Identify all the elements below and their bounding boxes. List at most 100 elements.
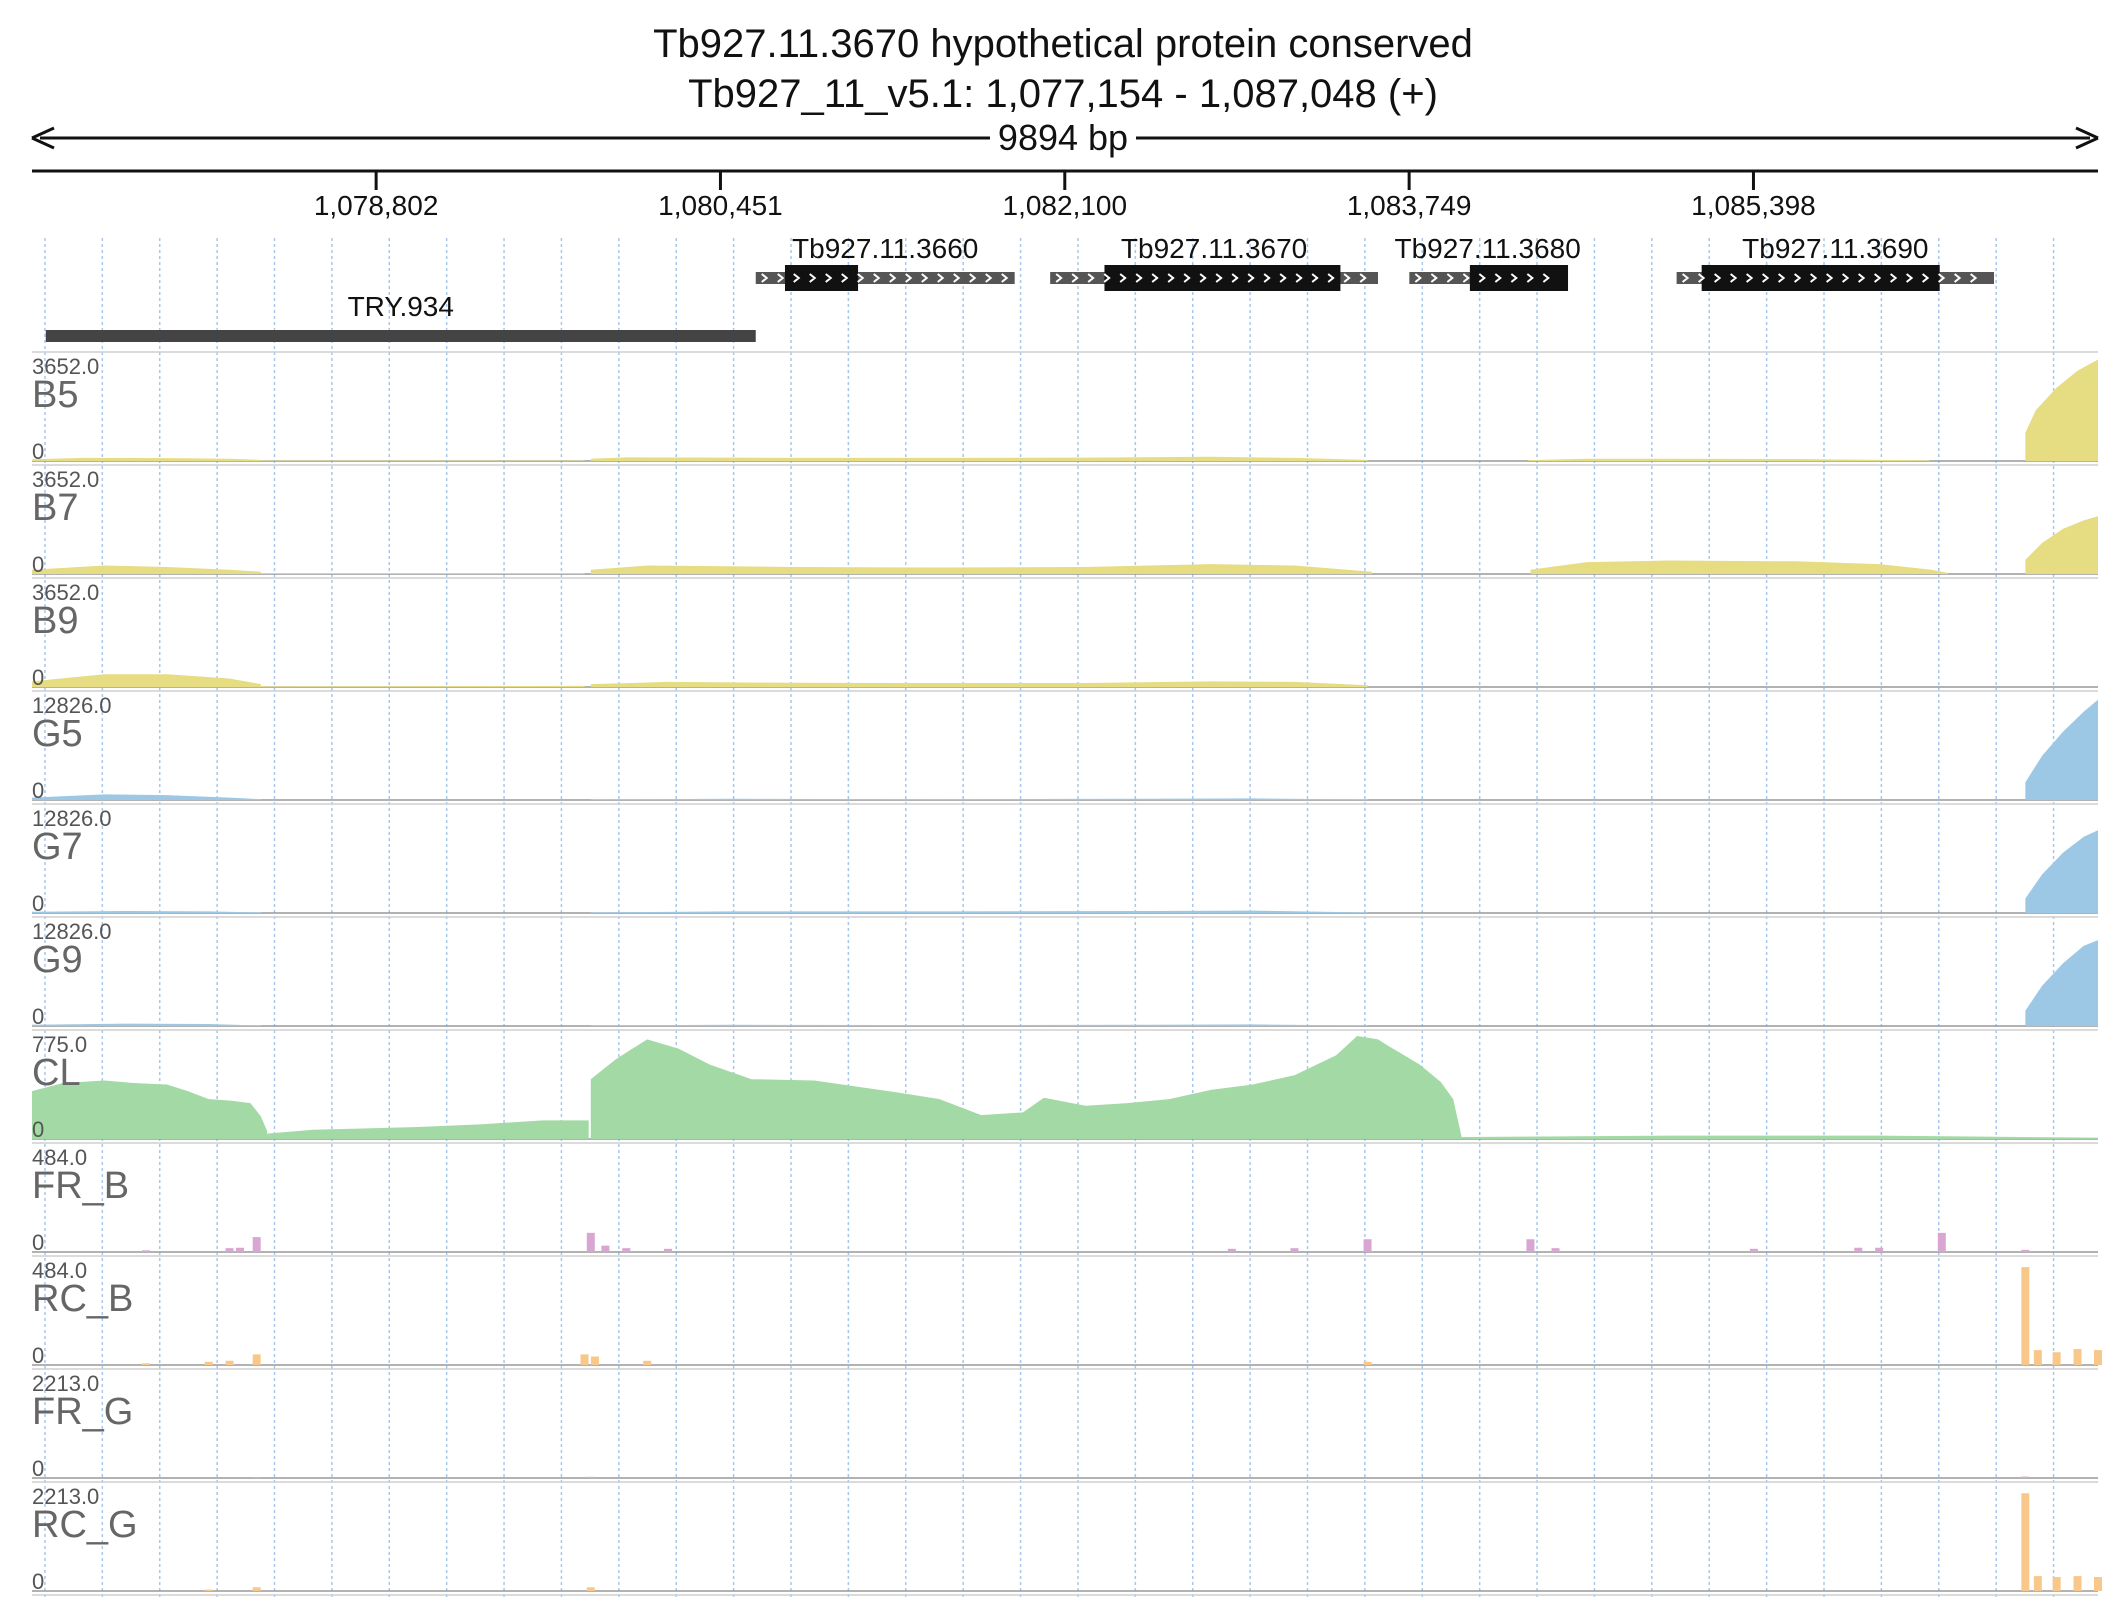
coverage-area (32, 1023, 261, 1026)
track-min-label: 0 (32, 1004, 44, 1029)
coverage-spike (1227, 1248, 1236, 1252)
coverage-spike (252, 1237, 261, 1252)
coverage-spike (2033, 1576, 2042, 1591)
track-max-label: 3652.0 (32, 580, 99, 605)
track-min-label: 0 (32, 1456, 44, 1481)
coverage-area (590, 1024, 1368, 1026)
coverage-area (32, 910, 261, 913)
span-label: 9894 bp (998, 117, 1128, 158)
coverage-spike (2033, 1350, 2042, 1365)
coverage-spike (601, 1245, 610, 1252)
coverage-area (590, 456, 1368, 461)
gene-strand-arrows (1414, 273, 1550, 283)
coverage-spike (252, 1587, 261, 1591)
coverage-area (590, 564, 1372, 574)
coverage-spike (252, 1354, 261, 1365)
track-min-label: 0 (32, 891, 44, 916)
track-min-label: 0 (32, 1343, 44, 1368)
track-min-label: 0 (32, 1117, 44, 1142)
track-name: RC_G (32, 1504, 138, 1546)
track-name: B7 (32, 487, 78, 529)
coverage-spike (1749, 1248, 1758, 1252)
coverage-spike (2052, 1352, 2061, 1365)
coverage-area (2025, 830, 2098, 913)
coverage-spike (664, 1248, 673, 1252)
coverage-spike (1290, 1248, 1299, 1252)
track-min-label: 0 (32, 1569, 44, 1594)
coverage-area (1528, 458, 1930, 461)
ruler-tick-label: 1,085,398 (1691, 190, 1816, 221)
track-max-label: 3652.0 (32, 354, 99, 379)
track-max-label: 12826.0 (32, 693, 112, 718)
coverage-area (32, 565, 261, 574)
coverage-spike (142, 1250, 151, 1252)
ruler-tick-label: 1,082,100 (1003, 190, 1128, 221)
coverage-spike (252, 1477, 261, 1478)
coverage-spike (1363, 1361, 1372, 1365)
coverage-spike (590, 1356, 599, 1365)
coverage-spike (2073, 1576, 2082, 1591)
coverage-spike (586, 1476, 595, 1478)
coverage-area (2025, 516, 2098, 574)
track-min-label: 0 (32, 1230, 44, 1255)
gene-label: Tb927.11.3690 (1742, 233, 1928, 264)
span-arrow-left-head (31, 126, 55, 150)
track-name: FR_B (32, 1165, 129, 1207)
coverage-area (32, 457, 261, 461)
coverage-spike (1363, 1239, 1372, 1252)
ruler-tick-label: 1,080,451 (658, 190, 783, 221)
track-name: CL (32, 1052, 81, 1094)
coverage-spike (142, 1363, 151, 1365)
span-arrow-right-head (2075, 126, 2099, 150)
coverage-area (590, 1036, 1462, 1139)
region-title: Tb927_11_v5.1: 1,077,154 - 1,087,048 (+) (688, 72, 1438, 116)
coverage-spike (1526, 1239, 1535, 1252)
track-min-label: 0 (32, 665, 44, 690)
coverage-area (1530, 560, 1949, 574)
feature-bar (45, 330, 756, 342)
track-min-label: 0 (32, 778, 44, 803)
coverage-spike (225, 1360, 234, 1365)
track-max-label: 12826.0 (32, 806, 112, 831)
gene-label: Tb927.11.3680 (1394, 233, 1580, 264)
track-name: FR_G (32, 1391, 133, 1433)
track-max-label: 484.0 (32, 1258, 87, 1283)
coverage-spike (2094, 1350, 2102, 1365)
coverage-spike (1875, 1247, 1884, 1252)
coverage-area (260, 573, 585, 574)
coverage-area (267, 1120, 589, 1139)
coverage-area (2025, 359, 2098, 461)
track-max-label: 3652.0 (32, 467, 99, 492)
gene-label: Tb927.11.3670 (1121, 233, 1307, 264)
span-label-bg (990, 120, 1136, 156)
gene-strand-arrows (1055, 273, 1367, 283)
track-max-label: 12826.0 (32, 919, 112, 944)
coverage-area (260, 685, 585, 687)
coverage-spike (204, 1361, 213, 1365)
coverage-area (2025, 940, 2098, 1026)
gene-title: Tb927.11.3670 hypothetical protein conse… (653, 22, 1473, 66)
coverage-spike (2021, 1267, 2030, 1365)
gene-cds (1469, 265, 1569, 291)
coverage-area (1461, 1135, 2098, 1139)
track-max-label: 2213.0 (32, 1371, 99, 1396)
coverage-area (32, 794, 261, 800)
coverage-spike (1854, 1247, 1863, 1252)
ruler-tick-label: 1,078,802 (314, 190, 439, 221)
coverage-spike (2094, 1577, 2102, 1591)
coverage-spike (2052, 1577, 2061, 1591)
coverage-spike (235, 1247, 244, 1252)
coverage-area (2025, 699, 2098, 800)
gene-strand-arrows (1681, 273, 1978, 283)
coverage-spike (1551, 1248, 1560, 1252)
ruler-tick-label: 1,083,749 (1347, 190, 1472, 221)
coverage-spike (2021, 1476, 2030, 1478)
coverage-spike (586, 1232, 595, 1252)
gene-cds (1701, 265, 1940, 291)
coverage-spike (643, 1360, 652, 1365)
track-min-label: 0 (32, 439, 44, 464)
track-min-label: 0 (32, 552, 44, 577)
coverage-area (590, 910, 1368, 913)
track-name: B5 (32, 374, 78, 416)
